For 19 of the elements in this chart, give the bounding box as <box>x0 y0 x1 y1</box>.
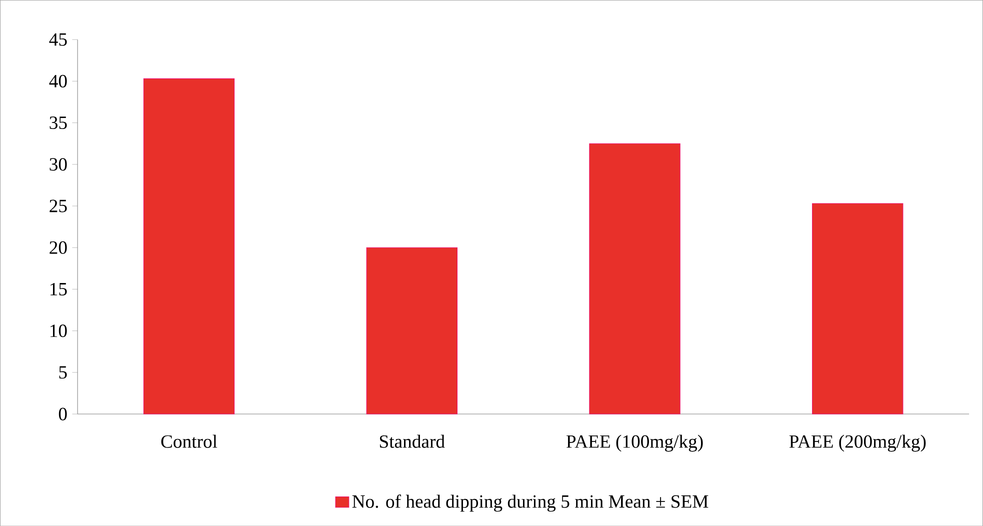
bar <box>143 78 235 414</box>
y-tick-label: 5 <box>59 366 67 379</box>
y-tick-label: 20 <box>50 241 67 254</box>
bar <box>589 143 680 414</box>
legend-label: No. of head dipping during 5 min Mean ± SEM <box>352 494 708 512</box>
y-tick-label: 25 <box>50 200 67 212</box>
x-tick-label: Standard <box>380 434 445 448</box>
bar <box>366 247 458 414</box>
x-tick-label: PAEE (200mg/kg) <box>789 434 926 452</box>
x-tick-label: PAEE (100mg/kg) <box>566 434 703 452</box>
y-tick-label: 15 <box>50 282 67 296</box>
y-tick-label: 40 <box>49 74 67 88</box>
y-tick-label: 35 <box>50 116 67 129</box>
y-tick-label: 45 <box>49 33 67 46</box>
bar <box>812 203 904 414</box>
y-tick-label: 0 <box>58 408 67 420</box>
y-tick-label: 10 <box>50 324 67 338</box>
x-tick-label: Control <box>161 434 218 448</box>
y-tick-label: 30 <box>50 158 67 171</box>
